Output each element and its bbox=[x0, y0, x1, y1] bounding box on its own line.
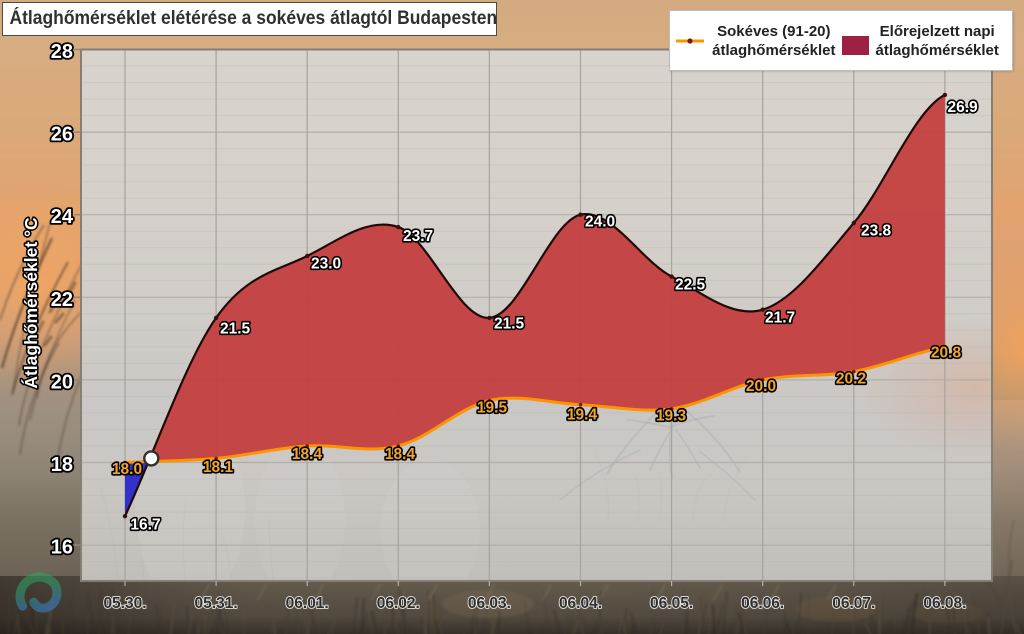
svg-text:06.01.: 06.01. bbox=[286, 595, 329, 612]
svg-text:18.0: 18.0 bbox=[112, 461, 142, 478]
svg-text:05.31.: 05.31. bbox=[195, 595, 238, 612]
svg-text:06.06.: 06.06. bbox=[741, 595, 784, 612]
svg-text:22.5: 22.5 bbox=[675, 277, 706, 294]
svg-text:19.4: 19.4 bbox=[567, 407, 598, 424]
svg-text:24.0: 24.0 bbox=[585, 214, 615, 231]
svg-text:06.04.: 06.04. bbox=[559, 595, 602, 612]
svg-text:23.7: 23.7 bbox=[403, 228, 433, 245]
svg-text:16.7: 16.7 bbox=[130, 517, 160, 534]
svg-text:26: 26 bbox=[51, 124, 73, 146]
svg-text:20: 20 bbox=[51, 371, 73, 393]
svg-text:18: 18 bbox=[51, 454, 73, 476]
svg-text:23.0: 23.0 bbox=[311, 256, 341, 273]
svg-text:18.1: 18.1 bbox=[203, 459, 234, 476]
svg-text:19.5: 19.5 bbox=[477, 400, 508, 417]
svg-text:18.4: 18.4 bbox=[385, 446, 416, 463]
svg-text:06.05.: 06.05. bbox=[650, 595, 693, 612]
svg-text:26.9: 26.9 bbox=[948, 99, 979, 116]
svg-text:06.03.: 06.03. bbox=[468, 595, 511, 612]
svg-text:23.8: 23.8 bbox=[861, 223, 892, 240]
svg-text:28: 28 bbox=[51, 41, 73, 63]
svg-text:21.5: 21.5 bbox=[494, 316, 525, 333]
svg-text:21.7: 21.7 bbox=[765, 310, 795, 327]
svg-text:22: 22 bbox=[51, 289, 73, 311]
svg-text:16: 16 bbox=[51, 537, 73, 559]
svg-text:21.5: 21.5 bbox=[220, 321, 251, 338]
svg-text:06.02.: 06.02. bbox=[377, 595, 420, 612]
svg-text:06.08.: 06.08. bbox=[923, 595, 966, 612]
svg-text:19.3: 19.3 bbox=[656, 408, 687, 425]
svg-text:20.0: 20.0 bbox=[746, 378, 776, 395]
svg-text:18.4: 18.4 bbox=[292, 446, 323, 463]
svg-text:05.30.: 05.30. bbox=[103, 595, 146, 612]
svg-text:20.2: 20.2 bbox=[836, 371, 866, 388]
svg-text:20.8: 20.8 bbox=[931, 345, 962, 362]
svg-text:06.07.: 06.07. bbox=[832, 595, 875, 612]
svg-text:24: 24 bbox=[51, 206, 74, 228]
svg-text:Átlaghőmérséklet °C: Átlaghőmérséklet °C bbox=[20, 217, 41, 389]
